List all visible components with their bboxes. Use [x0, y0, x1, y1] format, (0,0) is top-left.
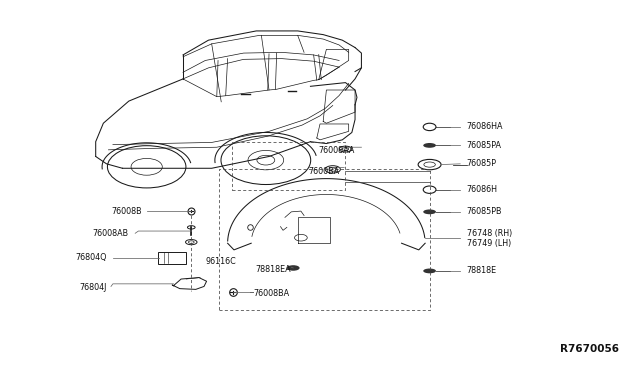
Text: 76085PB: 76085PB: [467, 207, 502, 217]
Ellipse shape: [423, 269, 436, 273]
Text: 78818E: 78818E: [467, 266, 497, 275]
Text: 76008AB: 76008AB: [93, 230, 129, 238]
Text: 7600BA: 7600BA: [308, 167, 339, 176]
Text: R7670056: R7670056: [561, 344, 620, 354]
Ellipse shape: [423, 143, 436, 148]
Text: 96116C: 96116C: [205, 257, 236, 266]
Text: 76086H: 76086H: [467, 185, 497, 194]
Text: 76008BA: 76008BA: [253, 289, 289, 298]
Ellipse shape: [287, 265, 300, 271]
Text: 76008B: 76008B: [111, 207, 141, 217]
Text: 76085PA: 76085PA: [467, 141, 502, 150]
Text: 78818EA: 78818EA: [256, 264, 291, 273]
Text: 76804J: 76804J: [79, 283, 106, 292]
Text: 76804Q: 76804Q: [75, 253, 106, 263]
Text: 76086HA: 76086HA: [467, 122, 503, 131]
Text: 76748 (RH): 76748 (RH): [467, 230, 512, 238]
Text: 76749 (LH): 76749 (LH): [467, 239, 511, 248]
Text: 76085P: 76085P: [467, 159, 497, 169]
Text: 76008AA: 76008AA: [319, 147, 355, 155]
Ellipse shape: [423, 209, 436, 214]
